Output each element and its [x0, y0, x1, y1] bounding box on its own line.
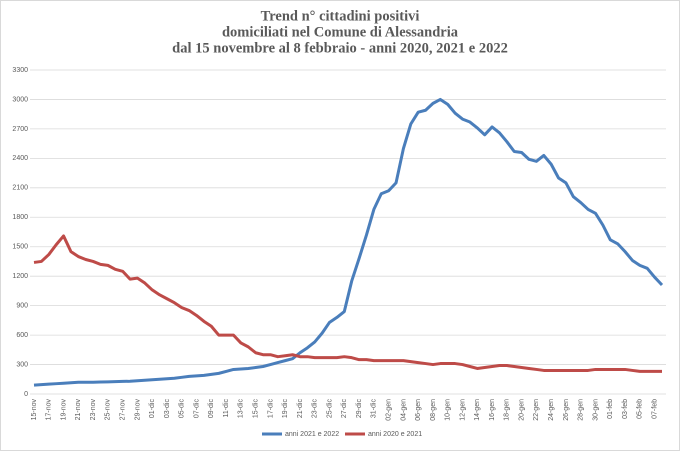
- y-tick-label: 0: [24, 391, 28, 398]
- y-tick-label: 1800: [12, 214, 28, 221]
- x-tick-label: 03-dic: [164, 399, 171, 419]
- y-tick-label: 3300: [12, 67, 28, 74]
- chart-title: domiciliati nel Comune di Alessandria: [222, 24, 459, 40]
- x-tick-label: 11-dic: [223, 399, 230, 418]
- y-tick-label: 2100: [12, 185, 28, 192]
- x-tick-label: 30-gen: [592, 399, 599, 421]
- series-line: [33, 234, 662, 373]
- x-tick-label: 07-feb: [651, 399, 658, 419]
- x-tick-label: 01-dic: [149, 399, 156, 419]
- x-tick-label: 25-dic: [326, 399, 333, 419]
- x-tick-label: 29-nov: [134, 399, 141, 421]
- x-tick-label: 15-dic: [252, 399, 259, 419]
- series-line: [33, 97, 664, 387]
- x-tick-label: 19-nov: [60, 399, 67, 421]
- x-tick-label: 02-gen: [385, 399, 392, 421]
- x-tick-label: 23-nov: [90, 399, 97, 421]
- y-tick-label: 900: [16, 302, 28, 309]
- x-tick-label: 14-gen: [474, 399, 481, 421]
- x-tick-label: 27-dic: [341, 399, 348, 419]
- chart-title: Trend n° cittadini positivi: [261, 8, 420, 24]
- x-tick-label: 27-nov: [120, 399, 127, 421]
- x-tick-label: 18-gen: [504, 399, 511, 421]
- y-tick-label: 2400: [12, 155, 28, 162]
- x-tick-label: 17-dic: [267, 399, 274, 419]
- x-tick-label: 05-feb: [637, 399, 644, 419]
- y-tick-label: 600: [16, 332, 28, 339]
- x-tick-label: 21-nov: [75, 399, 82, 421]
- x-tick-label: 29-dic: [356, 399, 363, 419]
- x-tick-label: 31-dic: [371, 399, 378, 419]
- x-tick-label: 25-nov: [105, 399, 112, 421]
- y-tick-label: 1500: [12, 244, 28, 251]
- chart-title: dal 15 novembre al 8 febbraio - anni 202…: [172, 40, 508, 56]
- x-tick-label: 06-gen: [415, 399, 422, 421]
- x-tick-label: 15-nov: [31, 399, 38, 421]
- x-tick-label: 28-gen: [578, 399, 585, 421]
- x-tick-label: 07-dic: [193, 399, 200, 419]
- y-tick-label: 300: [16, 361, 28, 368]
- x-tick-label: 23-dic: [312, 399, 319, 419]
- x-tick-label: 04-gen: [400, 399, 407, 421]
- x-tick-label: 19-dic: [282, 399, 289, 419]
- legend-label: anni 2020 e 2021: [368, 431, 422, 438]
- x-tick-label: 12-gen: [459, 399, 466, 421]
- y-tick-label: 1200: [12, 273, 28, 280]
- x-tick-label: 17-nov: [46, 399, 53, 421]
- x-tick-label: 21-dic: [297, 399, 304, 419]
- legend-label: anni 2021 e 2022: [285, 431, 339, 438]
- x-tick-label: 08-gen: [430, 399, 437, 421]
- x-tick-label: 16-gen: [489, 399, 496, 421]
- x-tick-label: 05-dic: [179, 399, 186, 419]
- x-tick-label: 10-gen: [445, 399, 452, 421]
- x-tick-label: 24-gen: [548, 399, 555, 421]
- x-tick-label: 01-feb: [607, 399, 614, 419]
- x-tick-label: 26-gen: [563, 399, 570, 421]
- x-tick-label: 09-dic: [208, 399, 215, 419]
- x-tick-label: 13-dic: [238, 399, 245, 419]
- x-tick-label: 22-gen: [533, 399, 540, 421]
- x-tick-label: 03-feb: [622, 399, 629, 419]
- y-tick-label: 3000: [12, 96, 28, 103]
- y-tick-label: 2700: [12, 126, 28, 133]
- x-tick-label: 20-gen: [518, 399, 525, 421]
